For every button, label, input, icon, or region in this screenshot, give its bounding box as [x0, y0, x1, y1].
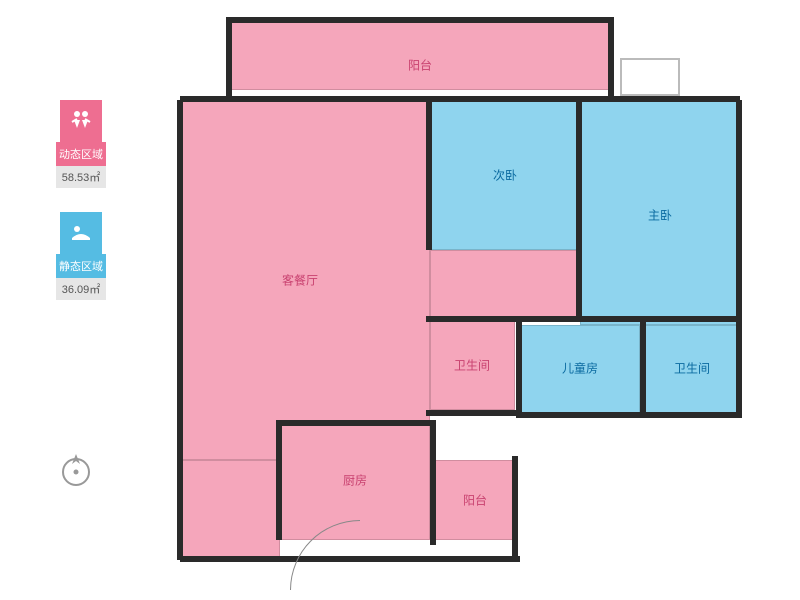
wall-17: [608, 20, 614, 98]
wall-5: [276, 420, 282, 540]
room-label-bath1: 卫生间: [454, 357, 490, 374]
room-corridor: [430, 250, 580, 320]
room-label-living: 客餐厅: [282, 272, 318, 289]
legend-dynamic-value: 58.53㎡: [56, 166, 106, 188]
wall-3: [426, 316, 740, 322]
wall-1: [426, 100, 432, 250]
legend-panel: 动态区域 58.53㎡ 静态区域 36.09㎡: [56, 100, 106, 324]
legend-dynamic-title: 动态区域: [56, 142, 106, 166]
room-label-bedroom2: 次卧: [493, 167, 517, 184]
room-label-kids: 儿童房: [562, 360, 598, 377]
wall-10: [736, 100, 742, 416]
wall-8: [516, 322, 522, 416]
wall-11: [177, 100, 183, 560]
room-label-balcony-top: 阳台: [408, 57, 432, 74]
wall-13: [516, 412, 742, 418]
legend-static: 静态区域 36.09㎡: [56, 212, 106, 300]
wall-4: [426, 410, 516, 416]
room-label-balcony-bot: 阳台: [463, 492, 487, 509]
wall-2: [576, 100, 582, 320]
room-label-master: 主卧: [648, 207, 672, 224]
wall-6: [276, 420, 436, 426]
wall-16: [226, 20, 232, 98]
room-corridor2: [180, 460, 280, 560]
room-label-bath2: 卫生间: [674, 360, 710, 377]
wall-7: [430, 420, 436, 545]
room-label-kitchen: 厨房: [343, 472, 367, 489]
railing: [620, 58, 680, 96]
compass-icon: [56, 450, 96, 495]
legend-dynamic: 动态区域 58.53㎡: [56, 100, 106, 188]
room-balcony-top: [230, 20, 610, 90]
wall-0: [180, 96, 740, 102]
wall-14: [512, 456, 518, 562]
legend-static-title: 静态区域: [56, 254, 106, 278]
static-zone-icon: [60, 212, 102, 254]
dynamic-zone-icon: [60, 100, 102, 142]
wall-15: [226, 17, 614, 23]
wall-9: [640, 322, 646, 416]
legend-static-value: 36.09㎡: [56, 278, 106, 300]
floorplan: 阳台客餐厅次卧主卧卫生间儿童房卫生间厨房阳台: [180, 20, 740, 580]
